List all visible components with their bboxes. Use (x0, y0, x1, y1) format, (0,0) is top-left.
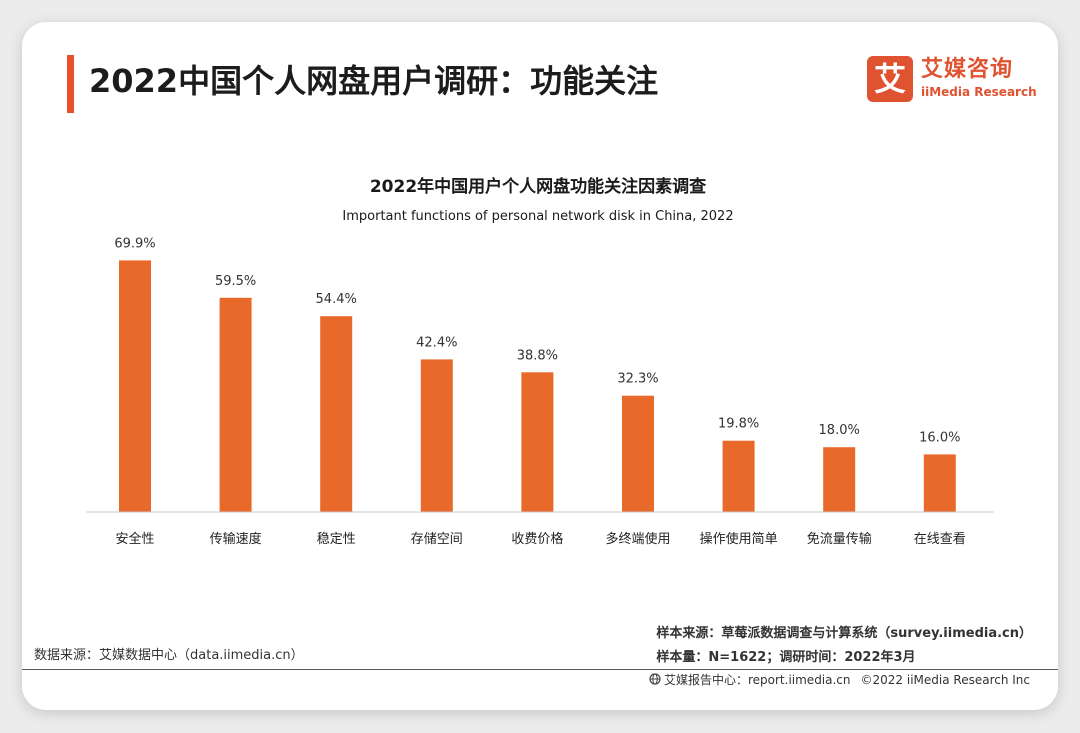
brand-logo: 艾 艾媒咨询 iiMedia Research (867, 56, 1037, 108)
bar-5 (521, 372, 554, 512)
bar-8 (823, 447, 856, 512)
bar-3 (320, 316, 353, 512)
value-label-9: 16.0% (919, 430, 960, 445)
value-label-6: 32.3% (617, 372, 658, 387)
category-label-7: 操作使用简单 (700, 531, 778, 547)
category-label-4: 存储空间 (411, 532, 463, 547)
bar-4 (420, 359, 453, 512)
footer: 艾媒报告中心：report.iimedia.cn ©2022 iiMedia R… (649, 671, 1030, 688)
value-label-5: 38.8% (517, 348, 558, 363)
report-center-text: 艾媒报告中心：report.iimedia.cn (663, 673, 851, 687)
value-label-2: 59.5% (215, 274, 256, 289)
logo-english-name: iiMedia Research (921, 85, 1037, 99)
data-source-note: 数据来源：艾媒数据中心（data.iimedia.cn） (34, 648, 304, 663)
page-title: 2022中国个人网盘用户调研：功能关注 (89, 62, 659, 100)
sample-source-note: 样本来源：草莓派数据调查与计算系统（survey.iimedia.cn） (656, 626, 1032, 641)
category-label-1: 安全性 (115, 531, 154, 547)
chart-subtitle: Important functions of personal network … (342, 209, 733, 224)
bar-chart: 2022年中国用户个人网盘功能关注因素调查 Important function… (86, 176, 994, 547)
footer-divider (22, 669, 1058, 670)
bar-6 (622, 395, 654, 512)
category-label-9: 在线查看 (914, 531, 966, 547)
logo-chinese-name: 艾媒咨询 (921, 57, 1014, 82)
logo-mark-icon: 艾 (867, 56, 913, 102)
copyright-text: ©2022 iiMedia Research Inc (860, 672, 1030, 687)
bar-2 (219, 297, 252, 512)
chart-title: 2022年中国用户个人网盘功能关注因素调查 (370, 176, 707, 197)
bars-group: 69.9% 安全性 59.5% 传输速度 54.4% 稳定性 42.4% 存储空间 38.8% 收… (114, 236, 965, 547)
sample-size-note: 样本量：N=1622；调研时间：2022年3月 (656, 650, 916, 665)
category-label-3: 稳定性 (317, 531, 356, 547)
value-label-1: 69.9% (114, 236, 155, 251)
report-card: 2022中国个人网盘用户调研：功能关注 艾 艾媒咨询 iiMedia Resea… (22, 22, 1058, 710)
sample-info: 样本来源：草莓派数据调查与计算系统（survey.iimedia.cn） 样本量… (656, 622, 1032, 670)
category-label-2: 传输速度 (210, 531, 262, 547)
title-accent-bar (67, 55, 74, 113)
value-label-3: 54.4% (316, 292, 357, 307)
bar-1 (119, 260, 151, 512)
category-label-8: 免流量传输 (807, 531, 872, 547)
value-label-4: 42.4% (416, 335, 457, 350)
globe-icon (649, 673, 661, 685)
bar-9 (923, 454, 956, 512)
value-label-7: 19.8% (718, 417, 759, 432)
value-label-8: 18.0% (819, 423, 860, 438)
report-center-link[interactable]: 艾媒报告中心：report.iimedia.cn (649, 671, 851, 688)
bar-7 (722, 440, 755, 512)
category-label-6: 多终端使用 (605, 531, 670, 547)
category-label-5: 收费价格 (511, 531, 563, 547)
